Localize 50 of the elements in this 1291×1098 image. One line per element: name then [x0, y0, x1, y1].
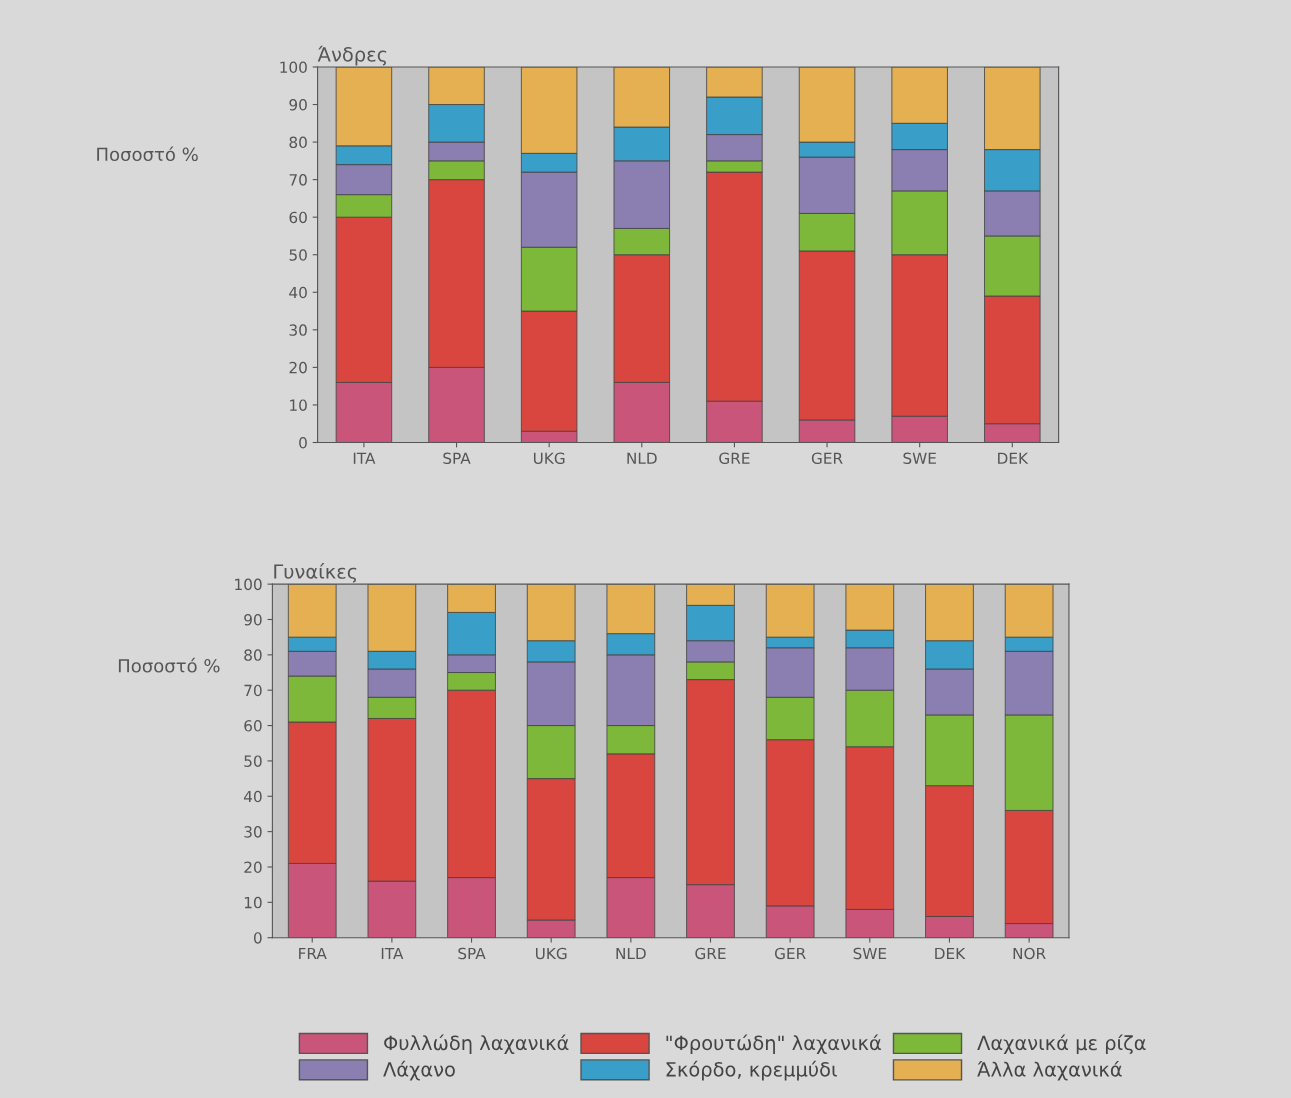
y-tick-label: 40 [289, 286, 307, 299]
y-tick-label: 80 [289, 136, 307, 149]
chart-title: Γυναίκες [274, 563, 357, 583]
x-tick-label: FRA [299, 947, 327, 960]
x-tick-label: NLD [627, 452, 657, 464]
y-tick-label: 100 [280, 61, 307, 73]
x-tick-label: GER [811, 452, 843, 465]
x-tick-label: GER [774, 947, 806, 960]
y-tick-label: 0 [253, 932, 262, 944]
x-tick-label: DEK [998, 452, 1029, 464]
y-tick-label: 90 [244, 613, 262, 626]
x-tick-label: GRE [719, 452, 750, 465]
legend-label: "Φρουτώδη" λαχανικά [666, 1034, 881, 1055]
y-tick-label: 50 [289, 249, 307, 261]
y-axis-title: Ποσοστό % [118, 657, 220, 673]
y-tick-label: 30 [289, 324, 307, 336]
y-tick-label: 90 [289, 98, 307, 111]
y-tick-label: 100 [235, 578, 262, 591]
chart-title: Άνδρες [317, 45, 387, 66]
x-tick-label: SWE [903, 452, 936, 465]
y-tick-label: 60 [244, 720, 262, 732]
y-tick-label: 10 [290, 399, 307, 411]
x-tick-label: SWE [853, 947, 887, 960]
x-tick-label: UKG [536, 947, 567, 960]
legend-label: Άλλα λαχανικά [977, 1060, 1122, 1081]
x-tick-label: GRE [695, 947, 726, 960]
x-tick-label: SPA [458, 947, 486, 960]
y-tick-label: 80 [244, 649, 262, 661]
y-tick-label: 30 [244, 826, 262, 838]
y-tick-label: 70 [244, 684, 262, 697]
y-axis-title: Ποσοστό % [97, 146, 198, 162]
y-tick-label: 50 [244, 755, 262, 767]
y-tick-label: 20 [244, 861, 262, 873]
y-tick-label: 40 [243, 790, 262, 803]
legend-label: Λαχανικά με ρίζα [977, 1034, 1146, 1055]
x-tick-label: ITA [381, 947, 404, 960]
y-tick-label: 70 [289, 174, 307, 186]
x-tick-label: ITA [353, 452, 376, 464]
x-tick-label: NOR [1013, 947, 1046, 960]
x-tick-label: SPA [443, 452, 471, 465]
y-tick-label: 60 [289, 211, 307, 224]
y-tick-label: 20 [289, 361, 307, 374]
legend-label: Φυλλώδη λαχανικά [384, 1034, 569, 1055]
y-tick-label: 0 [299, 436, 307, 449]
y-tick-label: 10 [244, 896, 262, 909]
x-tick-label: UKG [533, 452, 565, 465]
legend-label: Λάχανο [383, 1060, 455, 1081]
x-tick-label: NLD [616, 947, 646, 960]
x-tick-label: DEK [935, 947, 966, 960]
legend-label: Σκόρδο, κρεμμύδι [666, 1060, 837, 1081]
